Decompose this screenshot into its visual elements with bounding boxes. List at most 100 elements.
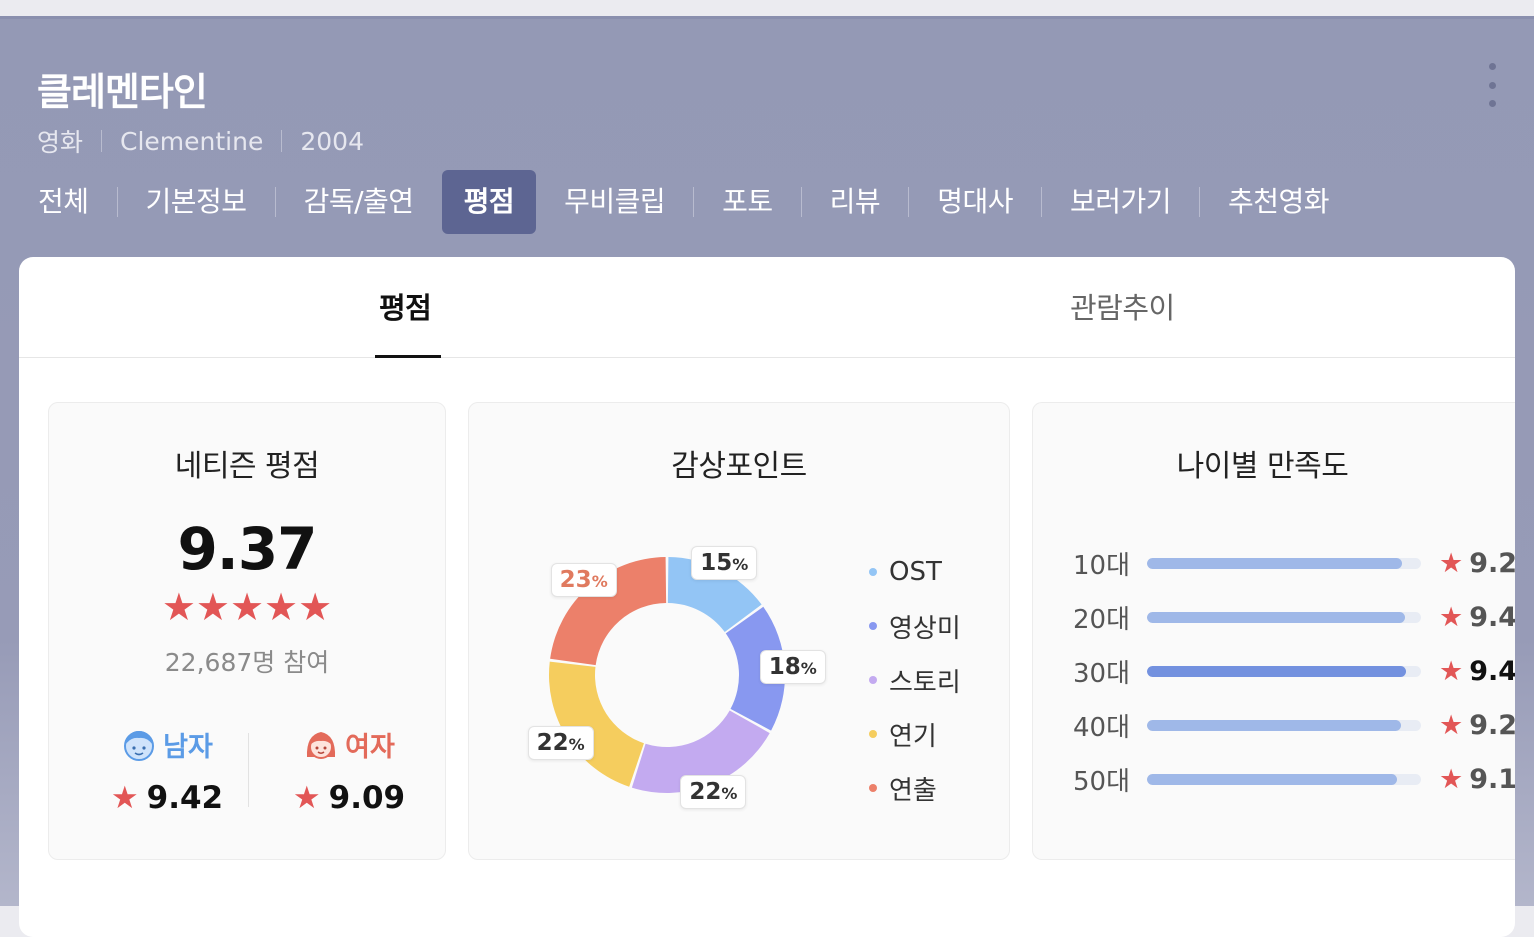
tab-recommend[interactable]: 추천영화: [1228, 185, 1330, 218]
male-score: 9.42: [146, 780, 224, 816]
rating-subtabs: 평점 관람추이: [19, 257, 1515, 358]
male-rating: 남자 ★ 9.42: [87, 725, 247, 816]
age-row: 20대 ★9.41: [1073, 597, 1515, 637]
legend-dot: [869, 730, 877, 738]
donut-slice-2: [631, 710, 770, 793]
star-icon: ★: [1439, 709, 1464, 741]
age-satisfaction-title: 나이별 만족도: [1176, 449, 1349, 484]
legend-dot: [869, 676, 877, 684]
age-bar-track: [1147, 611, 1421, 623]
tab-cast[interactable]: 감독/출연: [303, 185, 414, 218]
section-tabs: 전체 기본정보 감독/출연 평점 무비클립 포토 리뷰 명대사 보러가기 추천영…: [19, 170, 1348, 234]
tab-divider: [116, 187, 118, 217]
age-score: ★9.41: [1439, 601, 1515, 633]
star-rating: ★★★★★: [161, 585, 333, 629]
subtab-active-indicator: [375, 355, 441, 358]
female-rating: 여자 ★ 9.09: [269, 725, 429, 816]
movie-original-title: Clementine: [120, 126, 264, 156]
age-bar-track: [1147, 557, 1421, 569]
age-row: 30대 ★9.47: [1073, 651, 1515, 691]
meta-divider: [101, 130, 103, 152]
age-bar-fill: [1147, 719, 1402, 731]
movie-year: 2004: [300, 126, 364, 156]
legend-item-story: 스토리: [869, 653, 961, 707]
legend-dot: [869, 784, 877, 792]
tab-movie-clip[interactable]: 무비클립: [564, 185, 666, 218]
tab-rating[interactable]: 평점: [441, 170, 537, 234]
gender-divider: [248, 733, 249, 807]
viewing-points-title: 감상포인트: [671, 449, 807, 484]
tab-divider: [693, 187, 695, 217]
legend-item-acting: 연기: [869, 707, 961, 761]
donut-percent-label: 15%: [691, 545, 758, 580]
netizen-rating-card: 네티즌 평점 9.37 ★★★★★ 22,687명 참여 남자 ★ 9.42: [48, 402, 446, 860]
star-icon: ★: [1439, 763, 1464, 795]
age-bar-track: [1147, 773, 1421, 785]
netizen-score: 9.37: [177, 515, 317, 583]
tab-divider: [1199, 187, 1201, 217]
movie-meta: 영화 Clementine 2004: [37, 123, 364, 159]
legend-item-ost: OST: [869, 545, 961, 599]
donut-percent-label: 23%: [550, 563, 617, 598]
viewing-points-card: 감상포인트 15% 18% 22% 22% 23% OST 영상미 스토리 연기 연출: [468, 402, 1010, 860]
movie-category: 영화: [37, 128, 84, 157]
star-icon: ★: [292, 780, 321, 816]
tab-divider: [800, 187, 802, 217]
star-icon: ★: [1439, 655, 1464, 687]
more-options-icon[interactable]: [1484, 63, 1500, 107]
age-row: 10대 ★9.29: [1073, 543, 1515, 583]
age-score: ★9.12: [1439, 763, 1515, 795]
age-bar-track: [1147, 719, 1421, 731]
meta-divider: [281, 130, 283, 152]
female-score: 9.09: [328, 780, 406, 816]
legend-dot: [869, 568, 877, 576]
male-label: 남자: [163, 732, 213, 763]
age-score: ★9.29: [1439, 547, 1515, 579]
legend-dot: [869, 622, 877, 630]
female-avatar-icon: [307, 731, 336, 759]
age-label: 30대: [1073, 658, 1131, 689]
tab-all[interactable]: 전체: [38, 185, 89, 218]
tab-photo[interactable]: 포토: [722, 185, 773, 218]
age-row: 40대 ★9.28: [1073, 705, 1515, 745]
tab-divider: [1040, 187, 1042, 217]
age-bar-fill: [1147, 665, 1407, 677]
age-bar-fill: [1147, 611, 1405, 623]
age-score: ★9.28: [1439, 709, 1515, 741]
star-icon: ★: [1439, 547, 1464, 579]
age-label: 50대: [1073, 766, 1131, 797]
participant-count: 22,687명 참여: [164, 648, 330, 677]
tab-review[interactable]: 리뷰: [829, 185, 881, 218]
age-bar-fill: [1147, 557, 1402, 569]
tab-divider: [274, 187, 276, 217]
donut-percent-label: 22%: [680, 775, 747, 810]
donut-slice-1: [725, 606, 785, 731]
tab-watch[interactable]: 보러가기: [1069, 185, 1172, 218]
age-label: 20대: [1073, 604, 1131, 635]
legend-item-directing: 연출: [869, 761, 961, 815]
tab-quotes[interactable]: 명대사: [937, 185, 1013, 218]
age-label: 10대: [1073, 550, 1131, 581]
female-label: 여자: [345, 732, 395, 763]
rating-panel: 평점 관람추이 네티즌 평점 9.37 ★★★★★ 22,687명 참여 남자 …: [19, 257, 1515, 937]
subtab-rating[interactable]: 평점: [379, 291, 432, 325]
donut-percent-label: 22%: [527, 725, 594, 760]
age-bar-fill: [1147, 773, 1397, 785]
donut-slice-4: [550, 557, 667, 666]
star-icon: ★: [1439, 601, 1464, 633]
male-avatar-icon: [124, 730, 155, 761]
tab-divider: [908, 187, 910, 217]
age-label: 40대: [1073, 712, 1131, 743]
age-bar-track: [1147, 665, 1421, 677]
donut-slice-3: [549, 661, 644, 787]
tab-basic-info[interactable]: 기본정보: [145, 185, 248, 218]
star-icon: ★: [110, 780, 139, 816]
movie-title: 클레멘타인: [37, 70, 208, 114]
netizen-rating-title: 네티즌 평점: [174, 449, 320, 484]
viewing-points-legend: OST 영상미 스토리 연기 연출: [869, 545, 961, 815]
age-satisfaction-card: 나이별 만족도 10대 ★9.29 20대 ★9.41 30대 ★9.47 40대 ★9.28…: [1032, 402, 1515, 860]
subtab-audience-trend[interactable]: 관람추이: [1070, 291, 1175, 325]
legend-item-visuals: 영상미: [869, 599, 961, 653]
age-score: ★9.47: [1439, 655, 1515, 687]
age-row: 50대 ★9.12: [1073, 759, 1515, 799]
